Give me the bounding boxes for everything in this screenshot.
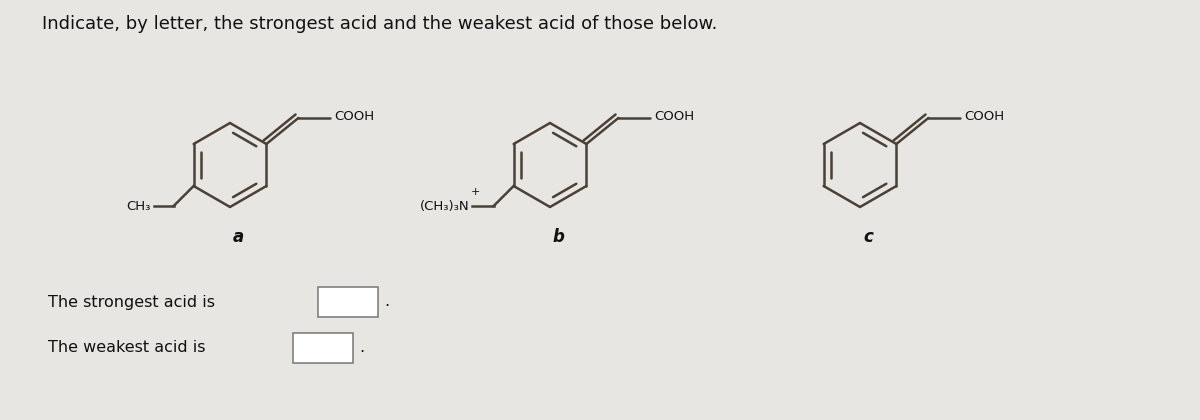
Text: .: . xyxy=(359,341,364,355)
Text: b: b xyxy=(552,228,564,246)
Text: COOH: COOH xyxy=(965,110,1004,123)
Text: The strongest acid is: The strongest acid is xyxy=(48,294,215,310)
Text: COOH: COOH xyxy=(654,110,695,123)
Text: c: c xyxy=(863,228,872,246)
Text: COOH: COOH xyxy=(335,110,374,123)
FancyBboxPatch shape xyxy=(293,333,353,363)
FancyBboxPatch shape xyxy=(318,287,378,317)
Text: a: a xyxy=(233,228,244,246)
Text: The weakest acid is: The weakest acid is xyxy=(48,341,205,355)
Text: CH₃: CH₃ xyxy=(126,200,151,213)
Text: (CH₃)₃N: (CH₃)₃N xyxy=(420,200,469,213)
Text: +: + xyxy=(470,187,480,197)
Text: Indicate, by letter, the strongest acid and the weakest acid of those below.: Indicate, by letter, the strongest acid … xyxy=(42,15,718,33)
Text: .: . xyxy=(384,294,389,310)
